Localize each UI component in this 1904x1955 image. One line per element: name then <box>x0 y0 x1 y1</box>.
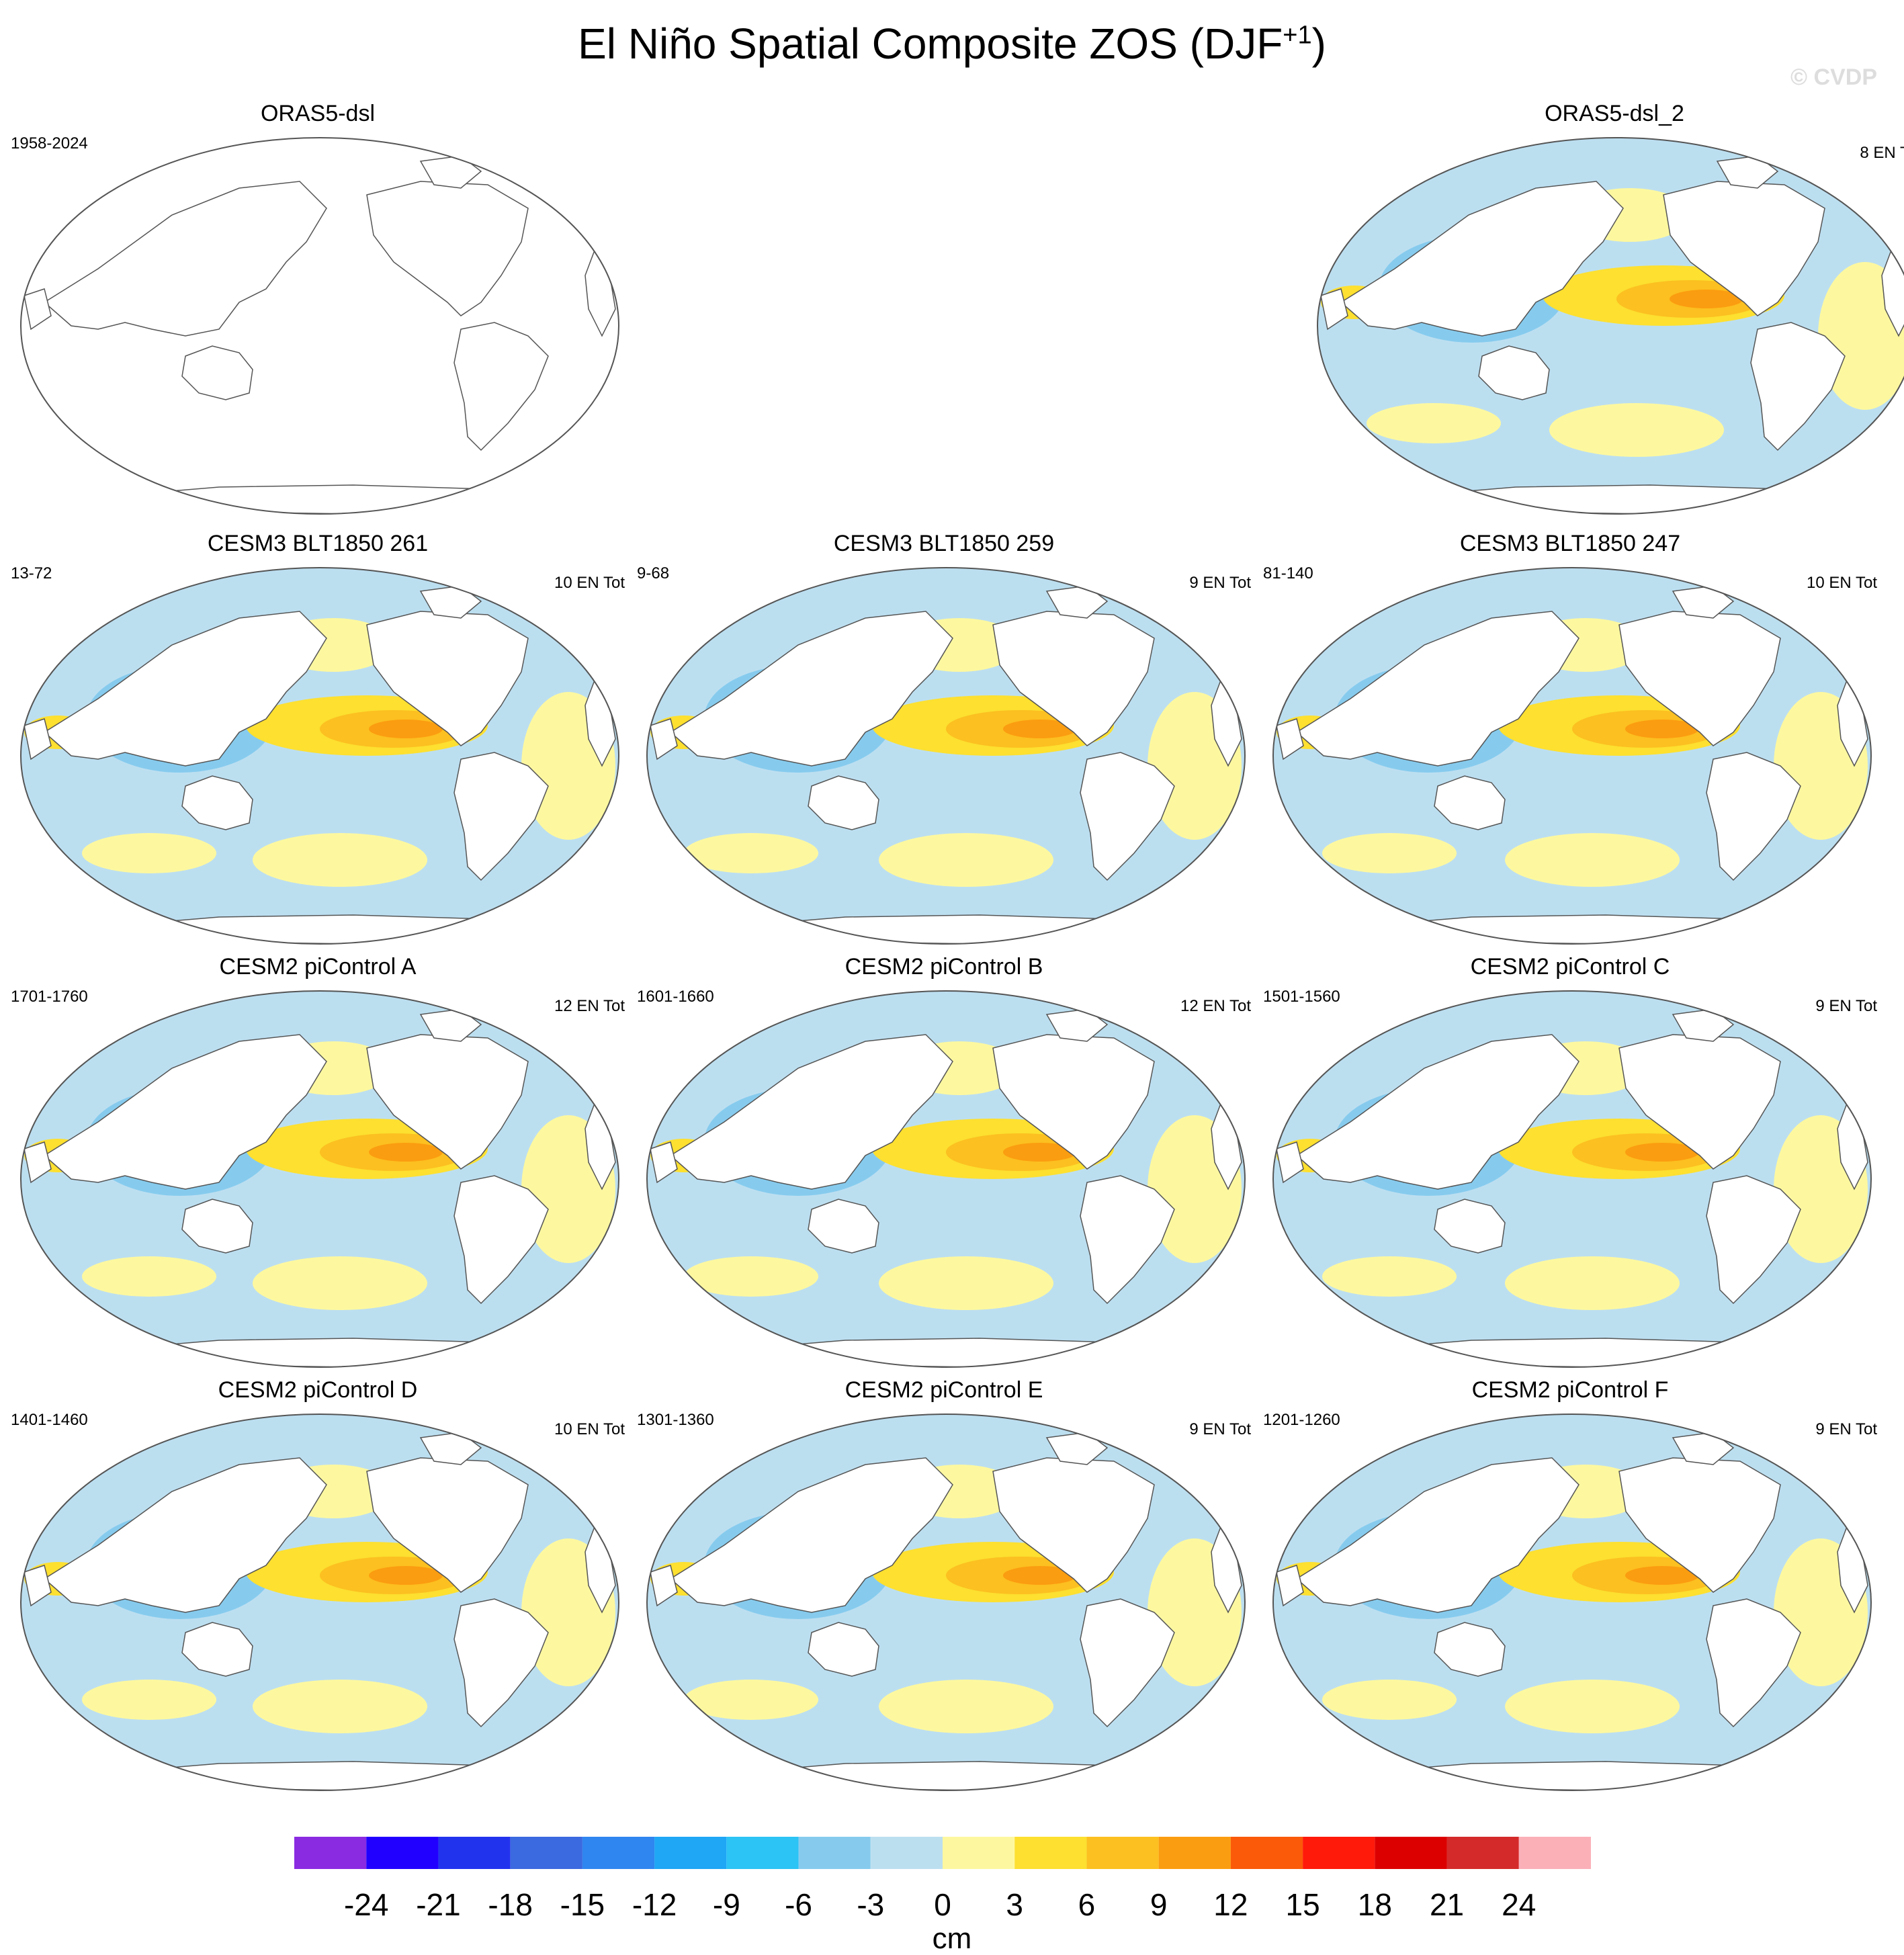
colorbar-tick-label: 18 <box>1357 1887 1392 1922</box>
colorbar-box <box>726 1837 799 1869</box>
colorbar-box <box>1158 1837 1231 1869</box>
map-panel: CESM2 piControl C 1501-1560 9 EN Tot <box>1258 954 1883 1371</box>
panel-title: CESM2 piControl D <box>218 1377 418 1403</box>
robinson-map <box>1272 567 1872 945</box>
panel-period: 13-72 <box>11 564 52 582</box>
colorbar-tick-label: 6 <box>1078 1887 1096 1922</box>
robinson-map <box>646 567 1246 945</box>
colorbar-tick-label: -6 <box>785 1887 812 1922</box>
panel-period: 1601-1660 <box>637 988 714 1006</box>
robinson-map <box>1272 1414 1872 1791</box>
colorbar-tick-label: -3 <box>857 1887 885 1922</box>
colorbar-units: cm <box>932 1922 972 1955</box>
colorbar-tick-label: -12 <box>632 1887 677 1922</box>
colorbar-box <box>582 1837 655 1869</box>
panel-event-count: 8 EN Tot <box>1860 144 1904 162</box>
panel-title: CESM2 piControl B <box>845 954 1043 980</box>
map-panel: CESM2 piControl A 1701-1760 12 EN Tot <box>5 954 630 1371</box>
panel-title: CESM3 BLT1850 261 <box>207 531 429 556</box>
panel-title: CESM3 BLT1850 259 <box>833 531 1055 556</box>
panel-event-count: 10 EN Tot <box>554 1420 625 1438</box>
map-panel: CESM2 piControl E 1301-1360 9 EN Tot <box>632 1377 1256 1794</box>
colorbar-tick-label: 12 <box>1213 1887 1248 1922</box>
colorbar-box <box>943 1837 1015 1869</box>
panel-title: CESM2 piControl E <box>845 1377 1043 1403</box>
colorbar-box <box>1375 1837 1447 1869</box>
panel-period: 81-140 <box>1263 564 1313 582</box>
colorbar-tick-label: -15 <box>560 1887 605 1922</box>
colorbar <box>294 1837 1591 1869</box>
robinson-map <box>646 1414 1246 1791</box>
map-panel: CESM3 BLT1850 261 13-72 10 EN Tot <box>5 531 630 947</box>
panel-event-count: 10 EN Tot <box>554 574 625 592</box>
panel-event-count: 10 EN Tot <box>1807 574 1877 592</box>
colorbar-box <box>294 1837 367 1869</box>
robinson-map <box>1272 990 1872 1368</box>
panel-title: CESM2 piControl F <box>1471 1377 1669 1403</box>
robinson-map <box>20 1414 619 1791</box>
colorbar-box <box>366 1837 439 1869</box>
copyright-label: © CVDP <box>1790 64 1877 90</box>
colorbar-box <box>798 1837 871 1869</box>
colorbar-box <box>510 1837 582 1869</box>
map-panel: ORAS5-dsl 1958-2024 <box>5 101 630 517</box>
colorbar-box <box>1303 1837 1375 1869</box>
panel-title: CESM3 BLT1850 247 <box>1459 531 1681 556</box>
panel-title: CESM2 piControl C <box>1470 954 1670 980</box>
colorbar-tick-label: 0 <box>934 1887 951 1922</box>
panel-title: ORAS5-dsl_2 <box>1545 101 1684 126</box>
colorbar-tick-label: -9 <box>712 1887 740 1922</box>
map-panel: CESM3 BLT1850 259 9-68 9 EN Tot <box>632 531 1256 947</box>
colorbar-tick-label: 24 <box>1502 1887 1537 1922</box>
panel-period: 1401-1460 <box>11 1411 88 1429</box>
colorbar-box <box>1086 1837 1159 1869</box>
colorbar-tick-label: 21 <box>1429 1887 1465 1922</box>
panel-period: 1701-1760 <box>11 988 88 1006</box>
panel-title: CESM2 piControl A <box>219 954 417 980</box>
colorbar-tick-label: 3 <box>1006 1887 1024 1922</box>
panel-event-count: 9 EN Tot <box>1189 574 1251 592</box>
colorbar-tick-label: -24 <box>343 1887 389 1922</box>
colorbar-box <box>870 1837 943 1869</box>
colorbar-tick-label: -21 <box>416 1887 461 1922</box>
panel-event-count: 9 EN Tot <box>1815 1420 1877 1438</box>
colorbar-box <box>1446 1837 1519 1869</box>
panel-period: 9-68 <box>637 564 670 582</box>
panel-period: 1501-1560 <box>1263 988 1340 1006</box>
colorbar-box <box>1518 1837 1591 1869</box>
panel-period: 1301-1360 <box>637 1411 714 1429</box>
colorbar-box <box>654 1837 727 1869</box>
map-panel: ORAS5-dsl_2 8 EN Tot <box>1302 101 1904 517</box>
robinson-map <box>1317 137 1904 515</box>
map-panel: CESM2 piControl D 1401-1460 10 EN Tot <box>5 1377 630 1794</box>
figure-title: El Niño Spatial Composite ZOS (DJF+1) <box>578 19 1326 68</box>
colorbar-box <box>1230 1837 1303 1869</box>
colorbar-tick-label: 9 <box>1150 1887 1168 1922</box>
robinson-map <box>20 567 619 945</box>
map-panel: CESM2 piControl B 1601-1660 12 EN Tot <box>632 954 1256 1371</box>
panel-event-count: 12 EN Tot <box>554 997 625 1015</box>
panel-event-count: 12 EN Tot <box>1180 997 1251 1015</box>
panel-event-count: 9 EN Tot <box>1815 997 1877 1015</box>
map-panel: CESM2 piControl F 1201-1260 9 EN Tot <box>1258 1377 1883 1794</box>
colorbar-box <box>1014 1837 1087 1869</box>
colorbar-tick-label: -18 <box>488 1887 533 1922</box>
robinson-map <box>20 137 619 515</box>
map-panel: CESM3 BLT1850 247 81-140 10 EN Tot <box>1258 531 1883 947</box>
robinson-map <box>646 990 1246 1368</box>
panel-period: 1958-2024 <box>11 134 88 153</box>
panel-title: ORAS5-dsl <box>260 101 376 126</box>
robinson-map <box>20 990 619 1368</box>
panel-event-count: 9 EN Tot <box>1189 1420 1251 1438</box>
colorbar-box <box>438 1837 511 1869</box>
colorbar-tick-label: 15 <box>1285 1887 1320 1922</box>
panel-period: 1201-1260 <box>1263 1411 1340 1429</box>
